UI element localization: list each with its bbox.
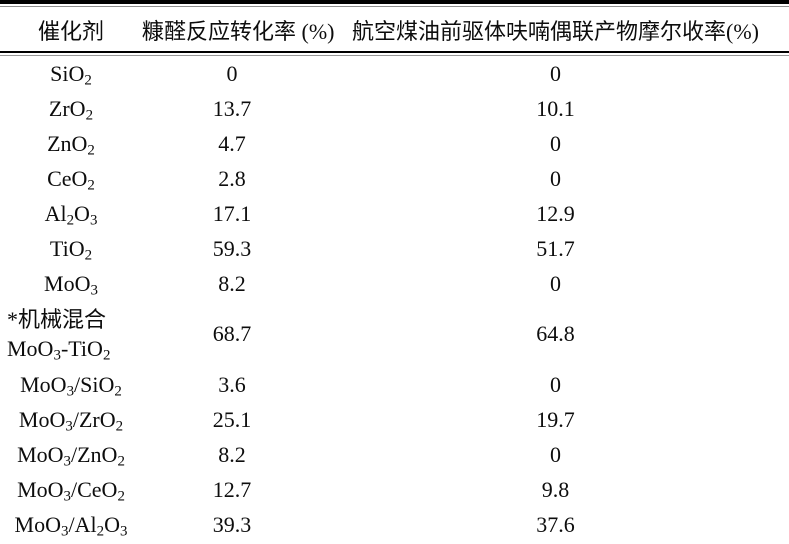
conversion-cell: 13.7: [212, 95, 252, 121]
table-row-mechanical-mixture: *机械混合 MoO3-TiO2 68.7 64.8: [0, 301, 789, 367]
table-row: MoO3/ZrO2 25.1 19.7: [0, 402, 789, 437]
yield-cell: 64.8: [536, 321, 575, 346]
yield-cell: 51.7: [536, 235, 575, 261]
table-row: MoO3/CeO2 12.7 9.8: [0, 472, 789, 507]
conversion-cell: 39.3: [212, 511, 252, 537]
header-row: 催化剂 糠醛反应转化率 (%) 航空煤油前驱体呋喃偶联产物摩尔收率(%): [0, 7, 789, 52]
yield-cell: 0: [550, 441, 561, 467]
conversion-cell: 4.7: [218, 130, 246, 156]
catalyst-cell: SiO2: [50, 60, 92, 89]
table-top-rule: [0, 0, 789, 7]
catalyst-cell: ZnO2: [47, 130, 95, 159]
table-row: ZnO2 4.7 0: [0, 126, 789, 161]
conversion-cell: 8.2: [218, 441, 246, 467]
yield-cell: 0: [550, 371, 561, 397]
table-row: SiO2 0 0: [0, 56, 789, 92]
table-row: CeO2 2.8 0: [0, 161, 789, 196]
yield-cell: 37.6: [536, 511, 575, 537]
conversion-cell: 59.3: [212, 235, 252, 261]
col-header-catalyst: 催化剂: [37, 19, 104, 44]
catalyst-cell: ZrO2: [48, 95, 94, 124]
table-row: MoO3/Al2O3 39.3 37.6: [0, 507, 789, 542]
catalyst-cell: MoO3/ZrO2: [18, 406, 124, 435]
catalyst-cell: *机械混合 MoO3-TiO2: [0, 301, 142, 367]
table-row: MoO3 8.2 0: [0, 266, 789, 301]
catalyst-line-2: MoO3-TiO2: [7, 336, 111, 364]
conversion-cell: 3.6: [218, 371, 246, 397]
catalyst-cell: Al2O3: [44, 200, 98, 229]
table-row: MoO3/ZnO2 8.2 0: [0, 437, 789, 472]
conversion-cell: 2.8: [218, 165, 246, 191]
catalyst-cell: TiO2: [49, 235, 93, 264]
yield-cell: 9.8: [541, 476, 570, 502]
catalyst-results-table: 催化剂 糠醛反应转化率 (%) 航空煤油前驱体呋喃偶联产物摩尔收率(%) SiO…: [0, 7, 789, 544]
catalyst-cell: MoO3/Al2O3: [14, 511, 128, 540]
yield-cell: 0: [550, 165, 561, 191]
yield-cell: 0: [550, 270, 561, 296]
conversion-cell: 17.1: [212, 200, 252, 226]
yield-cell: 19.7: [536, 406, 575, 432]
catalyst-cell: MoO3/CeO2: [17, 476, 125, 505]
catalyst-cell: MoO3: [44, 270, 98, 299]
conversion-cell: 8.2: [218, 270, 246, 296]
table-row: TiO2 59.3 51.7: [0, 231, 789, 266]
catalyst-cell: MoO3/SiO2: [20, 371, 122, 400]
conversion-cell: 12.7: [212, 476, 252, 502]
table-row: MoO3/SiO2 3.6 0: [0, 367, 789, 402]
catalyst-cell: CeO2: [47, 165, 95, 194]
table-row: ZrO2 13.7 10.1: [0, 91, 789, 126]
conversion-cell: 68.7: [212, 321, 252, 346]
col-header-yield: 航空煤油前驱体呋喃偶联产物摩尔收率(%): [352, 19, 759, 44]
yield-cell: 10.1: [536, 95, 575, 121]
header-separator-rule: [0, 51, 789, 56]
yield-cell: 0: [550, 60, 561, 86]
col-header-conversion: 糠醛反应转化率 (%): [142, 19, 335, 44]
conversion-cell: 0: [226, 60, 238, 86]
yield-cell: 0: [550, 130, 561, 156]
catalyst-cell: MoO3/ZnO2: [17, 441, 125, 470]
conversion-cell: 25.1: [212, 406, 252, 432]
yield-cell: 12.9: [536, 200, 575, 226]
catalyst-line-1: *机械混合: [7, 306, 107, 332]
table-row: Al2O3 17.1 12.9: [0, 196, 789, 231]
